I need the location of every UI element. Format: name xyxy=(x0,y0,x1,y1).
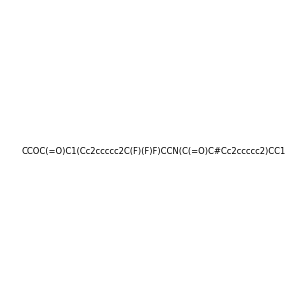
Text: CCOC(=O)C1(Cc2ccccc2C(F)(F)F)CCN(C(=O)C#Cc2ccccc2)CC1: CCOC(=O)C1(Cc2ccccc2C(F)(F)F)CCN(C(=O)C#… xyxy=(22,147,286,156)
